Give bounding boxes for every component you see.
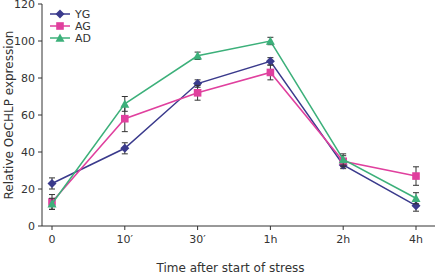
x-tick-label: 2h <box>336 233 350 246</box>
data-point <box>267 69 275 77</box>
series-line <box>52 72 416 202</box>
x-tick-label: 10′ <box>117 233 134 246</box>
data-point <box>266 57 275 66</box>
data-point <box>121 115 129 123</box>
x-tick <box>52 226 53 230</box>
y-tick <box>38 78 42 79</box>
plot-area <box>48 37 421 212</box>
data-point <box>412 194 421 202</box>
data-point <box>194 89 202 97</box>
legend-marker <box>56 34 65 42</box>
error-bar <box>195 85 201 100</box>
y-tick-label: 0 <box>28 220 35 233</box>
data-point <box>48 179 57 188</box>
y-axis-label: Relative OeCHLP expression <box>2 31 16 200</box>
chart: 0 20 40 60 80 100 120 0 10′ 30′ 1h 2h 4h Time after s… <box>0 0 441 280</box>
y-tick-label: 80 <box>21 72 35 85</box>
series-line <box>52 61 416 205</box>
data-point <box>120 144 129 153</box>
series-line <box>52 41 416 204</box>
x-tick <box>270 226 271 230</box>
y-tick-label: 60 <box>21 109 35 122</box>
x-axis <box>42 226 435 227</box>
y-tick <box>38 152 42 153</box>
y-tick-label: 20 <box>21 183 35 196</box>
y-tick <box>38 226 42 227</box>
legend: YGAGAD <box>50 8 91 45</box>
data-point <box>48 199 57 207</box>
error-bar <box>267 65 273 80</box>
x-tick-label: 1h <box>263 233 277 246</box>
y-tick-label: 120 <box>14 0 35 11</box>
x-tick-label: 0 <box>49 233 56 246</box>
legend-label: AD <box>75 32 91 45</box>
x-tick <box>197 226 198 230</box>
data-point <box>412 172 420 180</box>
x-tick-label: 4h <box>409 233 423 246</box>
data-point <box>193 51 202 59</box>
x-axis-label: Time after start of stress <box>155 261 304 275</box>
y-tick <box>38 189 42 190</box>
y-tick-label: 40 <box>21 146 35 159</box>
y-tick <box>38 115 42 116</box>
y-tick <box>38 41 42 42</box>
legend-marker <box>56 22 64 30</box>
x-tick <box>416 226 417 230</box>
data-point <box>120 99 129 107</box>
x-tick <box>343 226 344 230</box>
error-bar <box>413 167 419 186</box>
x-tick <box>124 226 125 230</box>
x-tick-label: 30′ <box>189 233 206 246</box>
y-tick-label: 100 <box>14 35 35 48</box>
data-point <box>266 37 275 45</box>
legend-marker <box>56 10 65 19</box>
data-point <box>339 155 348 163</box>
y-tick <box>38 4 42 5</box>
